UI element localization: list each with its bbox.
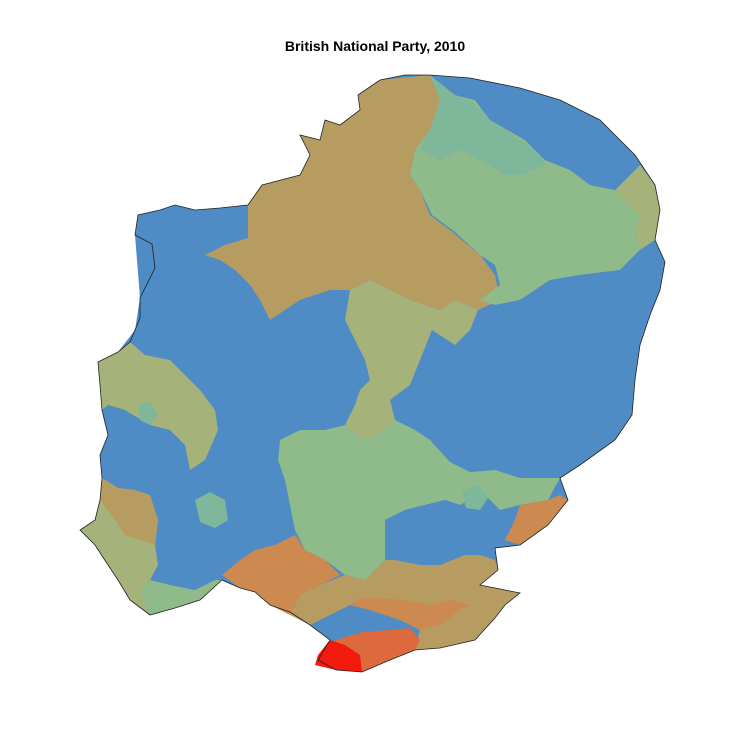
region-olive-eastcoast [615, 165, 660, 250]
region-tan-southwest [100, 478, 158, 545]
region-green-central [278, 420, 560, 580]
region-orange-south [222, 535, 340, 615]
region-teal-north [420, 75, 545, 175]
region-olive-west [98, 342, 218, 470]
region-tan-north [205, 75, 500, 320]
region-blue-inner [385, 500, 475, 565]
region-green-southwest [140, 580, 222, 615]
region-teal-east [462, 484, 488, 510]
region-teal-center [195, 492, 228, 528]
map-outline [79, 74, 666, 673]
region-teal-west [138, 402, 158, 425]
region-blue-northeast [430, 75, 640, 190]
region-orange-kent [350, 598, 470, 630]
region-red [315, 640, 362, 672]
region-blue-east [390, 240, 665, 478]
region-olive-central [345, 280, 478, 440]
region-orange-eastcoast [505, 495, 568, 545]
map-title: British National Party, 2010 [284, 38, 466, 54]
